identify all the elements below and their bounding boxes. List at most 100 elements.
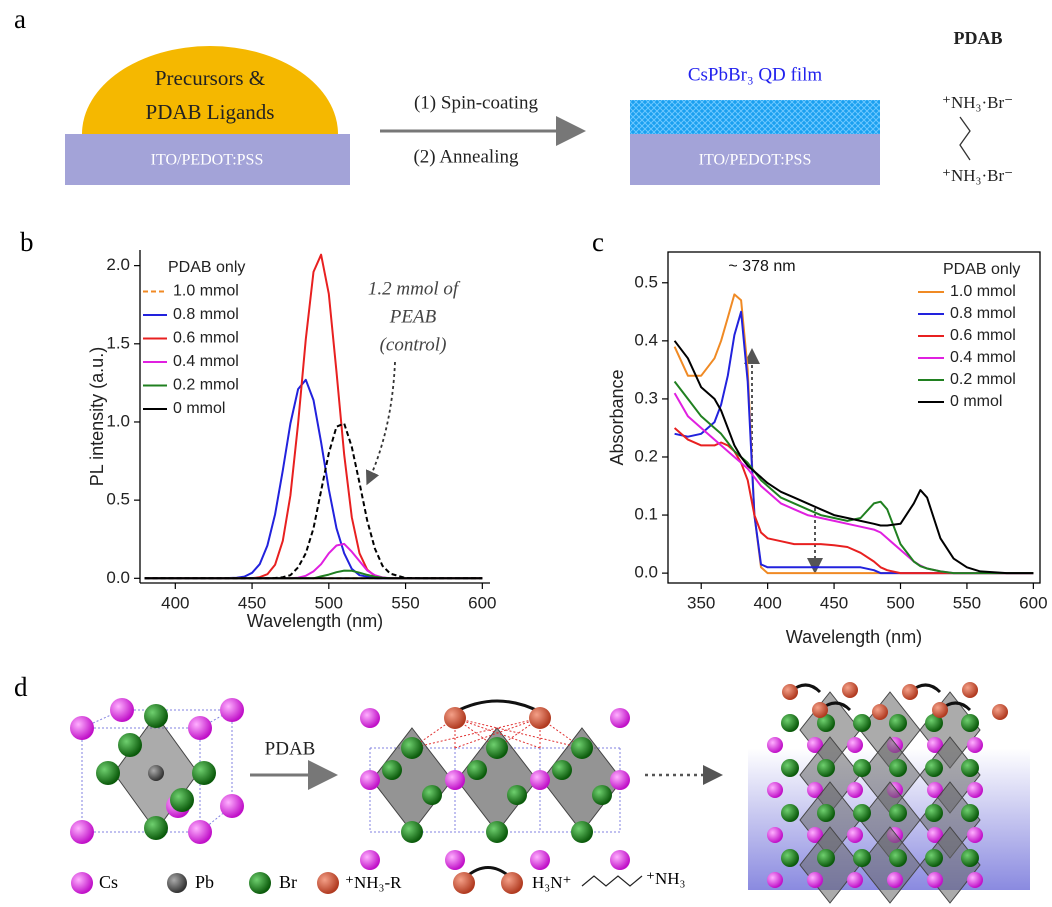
- dome-text: Precursors &: [155, 66, 265, 90]
- legend-atom: [249, 872, 271, 894]
- atom: [967, 782, 983, 798]
- atom: [927, 827, 943, 843]
- atom: [847, 872, 863, 888]
- atom: [932, 702, 948, 718]
- y-tick-label: 0.5: [634, 272, 658, 291]
- legend-atom: [317, 872, 339, 894]
- annotation-arrow: [365, 361, 396, 486]
- atom: [842, 682, 858, 698]
- film-label: CsPbBr₃ QD film: [688, 64, 823, 85]
- atom: [767, 737, 783, 753]
- y-tick-label: 0.4: [634, 330, 658, 349]
- lattice-line: [199, 805, 233, 833]
- arrow-label: PDAB: [265, 738, 316, 759]
- legend-label: H₃N⁺: [532, 873, 571, 892]
- series-line: [144, 422, 483, 580]
- x-tick-label: 400: [161, 593, 189, 612]
- legend-label: ⁺NH₃-R: [345, 873, 402, 892]
- atom: [148, 765, 164, 781]
- panel-d: d PDAB Cs Pb Br ⁺NH₃-R H₃N⁺ ⁺NH₃: [14, 672, 1030, 904]
- atom: [445, 770, 465, 790]
- atom: [552, 760, 572, 780]
- series-line: [673, 340, 1034, 575]
- series-line: [144, 542, 483, 580]
- legend-label: 1.0 mmol: [173, 283, 239, 300]
- panel-label: b: [20, 227, 34, 257]
- atom: [967, 737, 983, 753]
- panel-label: d: [14, 672, 28, 702]
- atom: [847, 782, 863, 798]
- legend-chain: [465, 866, 511, 879]
- qd-film: [630, 100, 880, 134]
- atom: [767, 782, 783, 798]
- y-axis-title: Absorbance: [607, 369, 627, 465]
- atom: [571, 737, 593, 759]
- legend-label: 0.8 mmol: [173, 306, 239, 323]
- legend-label: 0.6 mmol: [950, 327, 1016, 344]
- panel-label: c: [592, 227, 604, 257]
- series-line: [673, 392, 1034, 575]
- x-tick-label: 400: [753, 593, 781, 612]
- atom: [925, 849, 943, 867]
- x-tick-label: 550: [953, 593, 981, 612]
- y-tick-label: 0.0: [106, 568, 130, 587]
- annotation: (control): [380, 334, 447, 355]
- atom: [610, 770, 630, 790]
- dome-text: PDAB Ligands: [146, 100, 275, 124]
- x-axis-title: Wavelength (nm): [247, 611, 383, 631]
- atom: [144, 704, 168, 728]
- annotation: PEAB: [389, 306, 437, 327]
- panel-label: a: [14, 4, 26, 34]
- atom: [96, 761, 120, 785]
- atom: [192, 761, 216, 785]
- legend-atom: [167, 873, 187, 893]
- legend-atom: [453, 872, 475, 894]
- ligand-end: ⁺NH₃·Br⁻: [942, 166, 1013, 185]
- step-label: (2) Annealing: [413, 146, 519, 167]
- atom: [70, 820, 94, 844]
- atom: [220, 794, 244, 818]
- atom: [807, 827, 823, 843]
- legend-label: Pb: [195, 872, 214, 892]
- legend-atom: [501, 872, 523, 894]
- legend-label: 0 mmol: [173, 400, 225, 417]
- series-line: [673, 427, 1034, 575]
- ligand-title: PDAB: [954, 28, 1003, 48]
- atom: [592, 785, 612, 805]
- atom: [847, 737, 863, 753]
- atom: [110, 698, 134, 722]
- y-tick-label: 2.0: [106, 255, 130, 274]
- legend-label: 0.2 mmol: [173, 377, 239, 394]
- atom: [853, 849, 871, 867]
- atom: [807, 872, 823, 888]
- atom: [853, 714, 871, 732]
- atom: [961, 849, 979, 867]
- legend-label: Cs: [99, 872, 118, 892]
- atom: [967, 827, 983, 843]
- x-tick-label: 600: [468, 593, 496, 612]
- atom: [807, 782, 823, 798]
- atom: [853, 759, 871, 777]
- legend-chain: [581, 875, 643, 887]
- atom: [188, 716, 212, 740]
- legend-label: 0.4 mmol: [173, 353, 239, 370]
- atom: [401, 821, 423, 843]
- substrate-label: ITO/PEDOT:PSS: [151, 152, 264, 169]
- substrate: [630, 134, 880, 185]
- atom: [889, 849, 907, 867]
- atom: [781, 714, 799, 732]
- atom: [961, 714, 979, 732]
- atom-legend: Cs Pb Br ⁺NH₃-R H₃N⁺ ⁺NH₃: [71, 866, 686, 894]
- y-tick-label: 0.3: [634, 388, 658, 407]
- atom: [382, 760, 402, 780]
- series-line: [673, 380, 1034, 575]
- annotation: 1.2 mmol of: [368, 278, 461, 299]
- legend-atom: [71, 872, 93, 894]
- atom: [902, 684, 918, 700]
- y-tick-label: 1.0: [106, 411, 130, 430]
- y-tick-label: 0.0: [634, 563, 658, 582]
- legend-label: Br: [279, 872, 297, 892]
- substrate: [65, 134, 350, 185]
- ligand-chain: [454, 699, 541, 714]
